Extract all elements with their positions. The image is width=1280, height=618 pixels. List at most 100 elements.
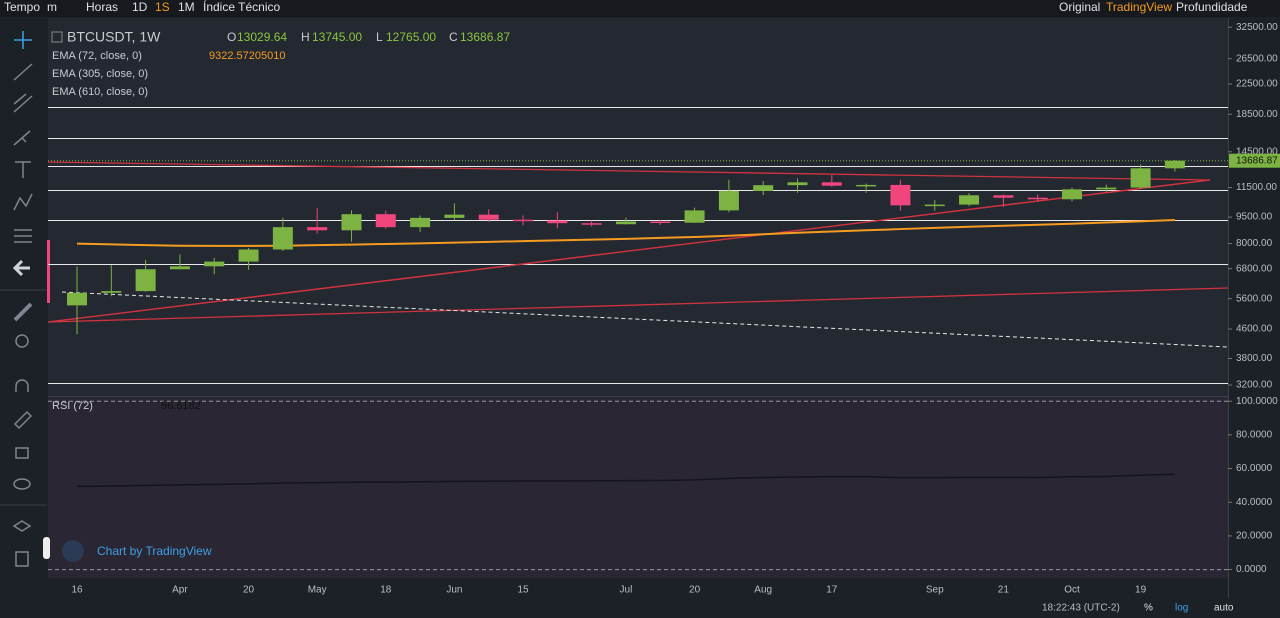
lock-tool[interactable]	[15, 447, 29, 459]
candle-body	[959, 195, 980, 205]
candle-body	[753, 185, 774, 191]
crosshair-tool[interactable]	[14, 31, 32, 49]
indicator-name: EMA (305, close, 0)	[52, 68, 148, 80]
ohlc-value: 13686.87	[460, 30, 510, 44]
dashed-line	[61, 291, 1229, 348]
toolbar-button[interactable]: Profundidade	[1176, 0, 1248, 14]
percent-toggle[interactable]: %	[1144, 603, 1153, 614]
top-toolbar	[0, 0, 1280, 17]
series-line	[76, 218, 1175, 247]
ohlc-key: C	[449, 30, 458, 44]
last-price-label: 13686.87	[1236, 155, 1278, 166]
indicator-name: EMA (72, close, 0)	[52, 50, 142, 62]
x-tick-label: 15	[517, 585, 529, 596]
candle-body	[307, 227, 328, 231]
toolbar-button[interactable]: m	[47, 0, 57, 14]
x-tick-label: Oct	[1064, 585, 1080, 596]
candle-body	[547, 220, 568, 224]
visibility-tool[interactable]	[13, 478, 31, 490]
candle-body	[615, 221, 636, 225]
trendline-tool[interactable]	[13, 63, 33, 81]
collapse-box[interactable]	[51, 31, 63, 43]
x-tick-label: Sep	[926, 585, 944, 596]
magnet-tool[interactable]	[15, 379, 29, 392]
candle-body	[1027, 197, 1048, 200]
x-tick-label: Aug	[754, 585, 772, 596]
ruler-tool[interactable]	[13, 302, 33, 322]
clock: 18:22:43 (UTC-2)	[1042, 603, 1120, 614]
tool-icons	[12, 31, 33, 567]
indicator-value: 56.6182	[161, 400, 201, 412]
y-tick-label: 9500.00	[1236, 212, 1273, 223]
log-toggle[interactable]: log	[1175, 603, 1188, 614]
zoom-tool[interactable]	[15, 334, 29, 348]
y-tick-label: 4600.00	[1236, 324, 1273, 335]
y-tick-label: 18500.00	[1236, 109, 1278, 120]
prediction-tool[interactable]	[14, 229, 32, 243]
back-tool[interactable]	[12, 259, 30, 277]
candle-body	[204, 261, 225, 267]
toolbar-button[interactable]: 1D	[132, 0, 148, 14]
text-tool[interactable]	[15, 161, 31, 178]
fib-tool[interactable]	[13, 93, 33, 113]
toolbar-button[interactable]: TradingView	[1106, 0, 1172, 14]
toolbar-button[interactable]: Tempo	[4, 0, 40, 14]
candle-body	[993, 195, 1014, 198]
candle-body	[581, 223, 602, 225]
handle[interactable]	[43, 537, 50, 559]
horizontal-lines	[48, 107, 1228, 384]
y-tick-label: 8000.00	[1236, 238, 1273, 249]
layers-tool[interactable]	[12, 520, 32, 532]
indicator-value: 9322.57205010	[209, 50, 285, 62]
y-tick-label: 100.0000	[1236, 396, 1278, 407]
auto-toggle[interactable]: auto	[1214, 603, 1234, 614]
toolbar-button[interactable]: Horas	[86, 0, 118, 14]
y-tick-label: 3800.00	[1236, 353, 1273, 364]
ohlc-key: L	[376, 30, 383, 44]
candle-body	[787, 182, 808, 186]
x-tick-label: 16	[71, 585, 83, 596]
trash-tool[interactable]	[15, 551, 29, 567]
toolbar-button[interactable]: 1S	[155, 0, 170, 14]
candle-body	[1061, 189, 1082, 200]
candle-body	[169, 266, 190, 270]
y-tick-label: 6800.00	[1236, 263, 1273, 274]
pattern-tool[interactable]	[13, 193, 33, 211]
last-price-tag	[1229, 153, 1280, 168]
rsi-pane	[48, 397, 1228, 578]
series-line	[76, 473, 1175, 488]
y-tick-label: 11500.00	[1236, 182, 1277, 193]
price-pane	[48, 18, 1228, 396]
candle-body	[718, 190, 739, 211]
toolbar-button[interactable]: Original	[1059, 0, 1100, 14]
ohlc-value: 13029.64	[237, 30, 287, 44]
candle-body	[1164, 160, 1185, 169]
watermark[interactable]: Chart by TradingView	[97, 544, 212, 558]
toolbar-button[interactable]: Índice Técnico	[203, 0, 280, 14]
y-tick-label: 3200.00	[1236, 380, 1273, 391]
range-marker	[47, 240, 50, 303]
x-tick-label: 21	[998, 585, 1010, 596]
candle-body	[821, 182, 842, 186]
candle-body	[478, 214, 499, 220]
ohlc-value: 12765.00	[386, 30, 436, 44]
lock-draw-tool[interactable]	[13, 410, 33, 430]
ohlc-value: 13745.00	[312, 30, 362, 44]
y-tick-label: 5600.00	[1236, 293, 1273, 304]
y-tick-label: 80.0000	[1236, 430, 1273, 441]
x-tick-label: 18	[380, 585, 392, 596]
y-tick-label: 26500.00	[1236, 53, 1278, 64]
brush-tool[interactable]	[13, 130, 31, 146]
x-tick-label: 20	[243, 585, 255, 596]
status-bar	[0, 598, 1280, 618]
candle-body	[410, 217, 431, 228]
candle-body	[924, 204, 945, 207]
x-tick-label: 17	[826, 585, 838, 596]
toolbar-button[interactable]: 1M	[178, 0, 195, 14]
x-tick-label: May	[308, 585, 327, 596]
indicator-name: RSI (72)	[52, 400, 93, 412]
ohlc-key: O	[227, 30, 236, 44]
candle-body	[101, 291, 122, 293]
x-tick-label: Jul	[620, 585, 633, 596]
